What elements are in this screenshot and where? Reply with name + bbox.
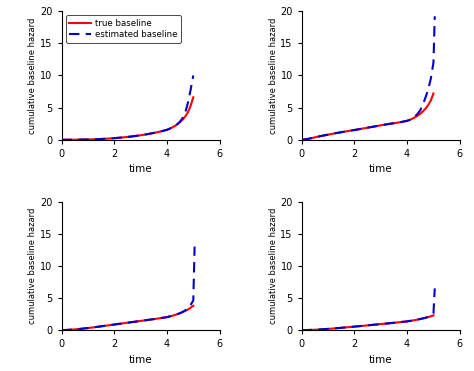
X-axis label: time: time bbox=[369, 164, 392, 174]
Y-axis label: cumulative baseline hazard: cumulative baseline hazard bbox=[28, 208, 37, 324]
Y-axis label: cumulative baseline hazard: cumulative baseline hazard bbox=[269, 208, 278, 324]
X-axis label: time: time bbox=[129, 355, 153, 365]
Legend: true baseline, estimated baseline: true baseline, estimated baseline bbox=[66, 16, 181, 43]
Y-axis label: cumulative baseline hazard: cumulative baseline hazard bbox=[28, 17, 37, 134]
Y-axis label: cumulative baseline hazard: cumulative baseline hazard bbox=[269, 17, 278, 134]
X-axis label: time: time bbox=[129, 164, 153, 174]
X-axis label: time: time bbox=[369, 355, 392, 365]
